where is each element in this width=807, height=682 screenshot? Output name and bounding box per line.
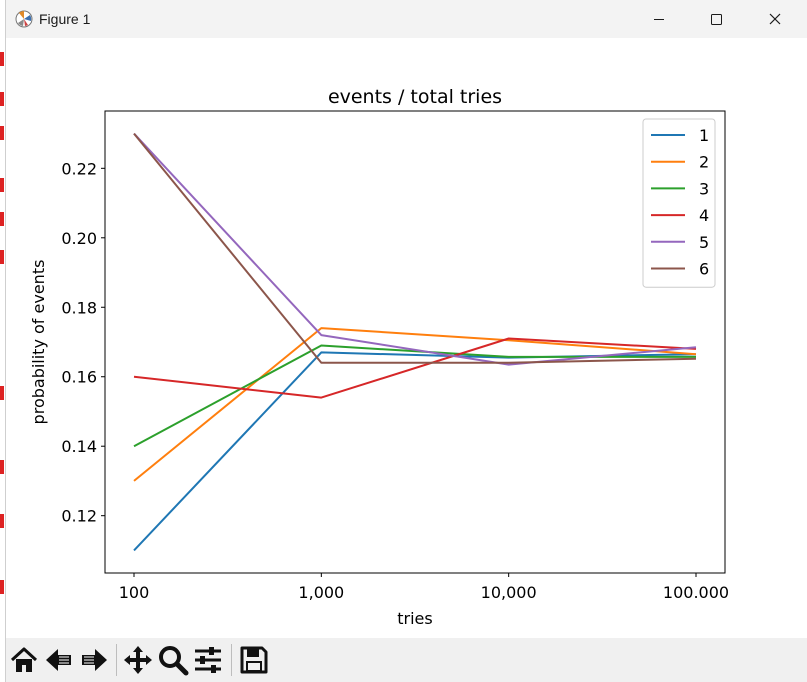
maximize-icon xyxy=(711,14,722,25)
y-tick-label: 0.20 xyxy=(61,229,97,248)
series-line-4 xyxy=(133,337,697,399)
navigation-toolbar xyxy=(6,638,807,682)
plot-area xyxy=(105,111,725,573)
y-tick-label: 0.22 xyxy=(61,159,97,178)
chart-title: events / total tries xyxy=(328,86,502,108)
y-tick-label: 0.18 xyxy=(61,298,97,317)
legend-label: 6 xyxy=(699,260,709,279)
pan-icon[interactable] xyxy=(122,644,154,676)
series-line-6 xyxy=(133,132,697,364)
configure-subplots-icon[interactable] xyxy=(192,644,224,676)
forward-icon[interactable] xyxy=(78,644,110,676)
x-tick-label: 100.000 xyxy=(663,583,729,602)
legend-label: 5 xyxy=(699,233,709,252)
minimize-button[interactable] xyxy=(630,0,688,38)
minimize-icon xyxy=(654,19,664,20)
title-bar[interactable]: Figure 1 xyxy=(6,0,807,38)
x-tick-label: 10,000 xyxy=(481,583,537,602)
toolbar-separator xyxy=(231,644,232,676)
series-line-2 xyxy=(133,327,697,482)
save-icon[interactable] xyxy=(238,644,270,676)
back-icon[interactable] xyxy=(43,644,75,676)
figure-canvas[interactable]: 0.12 0.14 0.16 0.18 0.20 0.22 100 1,000 10,000 10… xyxy=(6,38,806,638)
x-tick-label: 1,000 xyxy=(298,583,344,602)
x-axis-label: tries xyxy=(397,609,432,628)
window-title: Figure 1 xyxy=(39,11,91,27)
line-chart: 0.12 0.14 0.16 0.18 0.20 0.22 100 1,000 10,000 10… xyxy=(29,86,729,628)
zoom-icon[interactable] xyxy=(157,644,189,676)
matplotlib-app-icon xyxy=(15,10,33,28)
close-icon xyxy=(769,13,781,25)
y-tick-label: 0.16 xyxy=(61,368,97,387)
legend-label: 4 xyxy=(699,206,709,225)
figure-window: Figure 1 0.12 0.14 0.16 0.18 0.20 0.22 100 1,00… xyxy=(5,0,807,682)
close-button[interactable] xyxy=(746,0,804,38)
legend-label: 3 xyxy=(699,179,709,198)
y-tick-label: 0.14 xyxy=(61,437,97,456)
legend-label: 2 xyxy=(699,153,709,172)
legend-label: 1 xyxy=(699,126,709,145)
axes-frame xyxy=(104,110,726,574)
y-tick-label: 0.12 xyxy=(61,507,97,526)
background-window-edge xyxy=(0,0,6,682)
y-axis-label: probability of events xyxy=(29,260,48,425)
home-icon[interactable] xyxy=(8,644,40,676)
series-line-5 xyxy=(133,132,697,366)
x-tick-label: 100 xyxy=(119,583,150,602)
maximize-button[interactable] xyxy=(688,0,746,38)
toolbar-separator xyxy=(116,644,117,676)
